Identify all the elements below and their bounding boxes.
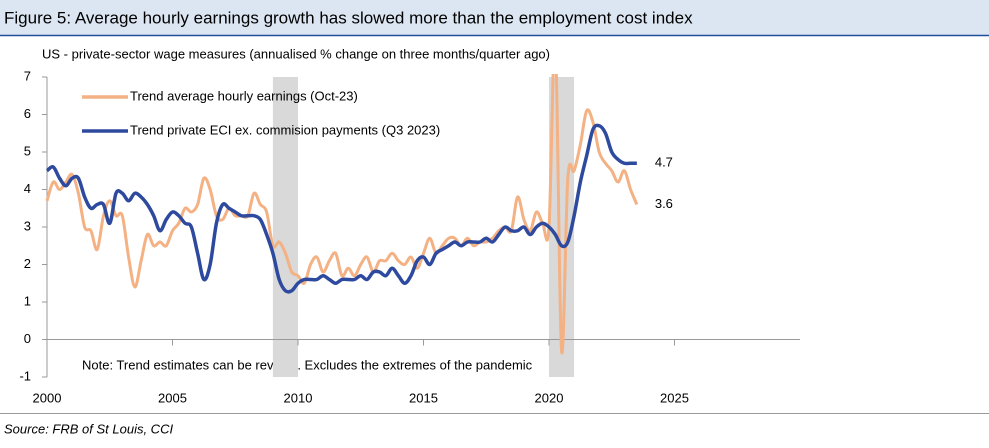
x-tick-label: 2000 xyxy=(33,390,62,405)
title-bar xyxy=(0,0,989,35)
end-label: 3.6 xyxy=(655,196,673,211)
recession-shade xyxy=(272,77,298,377)
end-label: 4.7 xyxy=(655,155,673,170)
subtitle: US - private-sector wage measures (annua… xyxy=(42,46,550,61)
source: Source: FRB of St Louis, CCI xyxy=(4,421,173,436)
y-tick-label: 0 xyxy=(24,331,31,346)
x-tick-label: 2005 xyxy=(158,390,187,405)
x-tick-label: 2010 xyxy=(284,390,313,405)
chart-title: Figure 5: Average hourly earnings growth… xyxy=(4,8,693,27)
series-line xyxy=(45,74,639,355)
legend-label: Trend private ECI ex. commision payments… xyxy=(130,122,440,137)
plot-lines xyxy=(45,74,639,355)
x-tick-label: 2015 xyxy=(409,390,438,405)
y-tick-label: 7 xyxy=(24,68,31,83)
legend-label: Trend average hourly earnings (Oct-23) xyxy=(130,88,358,103)
series-line xyxy=(45,123,637,294)
x-tick-label: 2025 xyxy=(660,390,689,405)
y-tick-label: -1 xyxy=(19,368,31,383)
note: Note: Trend estimates can be revised. Ex… xyxy=(82,357,533,372)
y-tick-label: 3 xyxy=(24,218,31,233)
y-tick-label: 4 xyxy=(24,181,31,196)
y-tick-label: 1 xyxy=(24,293,31,308)
y-tick-label: 6 xyxy=(24,106,31,121)
y-tick-label: 2 xyxy=(24,256,31,271)
y-tick-label: 5 xyxy=(24,143,31,158)
x-tick-label: 2020 xyxy=(535,390,564,405)
